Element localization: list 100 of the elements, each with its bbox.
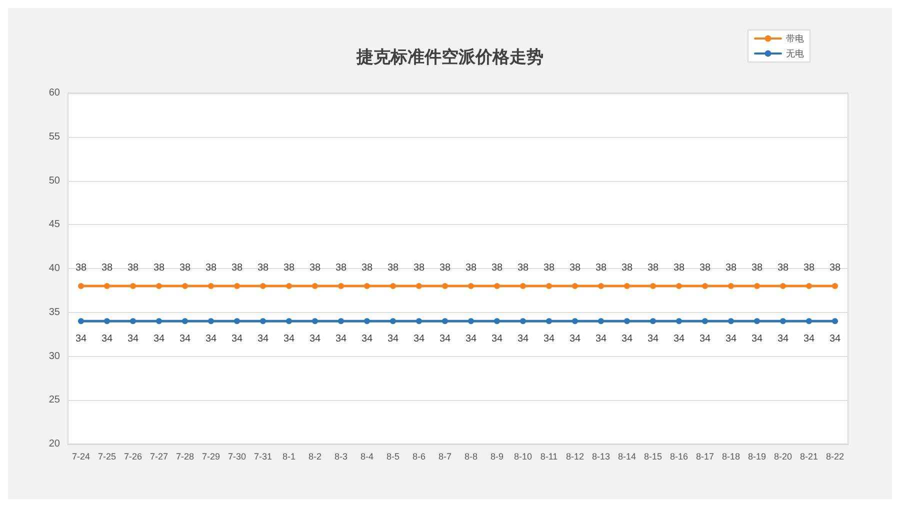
data-label: 34 <box>465 334 477 345</box>
x-tick-label: 7-31 <box>254 452 272 462</box>
x-tick-label: 8-12 <box>566 452 584 462</box>
data-label: 38 <box>257 262 269 274</box>
data-label: 34 <box>829 334 841 345</box>
x-tick-label: 8-21 <box>800 452 818 462</box>
chart-title: 捷克标准件空派价格走势 <box>356 48 544 68</box>
x-tick-label: 8-3 <box>334 452 348 462</box>
data-label: 38 <box>179 262 191 274</box>
x-tick-label: 8-15 <box>644 452 662 462</box>
x-tick-label: 7-29 <box>202 452 220 462</box>
data-label: 34 <box>517 334 529 345</box>
x-tick-label: 7-30 <box>228 452 246 462</box>
x-tick-label: 8-2 <box>308 452 322 462</box>
data-label: 38 <box>387 262 399 274</box>
data-label: 38 <box>543 262 555 274</box>
x-tick-label: 7-27 <box>150 452 168 462</box>
data-label: 34 <box>569 334 581 345</box>
data-label: 38 <box>699 262 711 274</box>
data-label: 38 <box>465 262 477 274</box>
x-tick-label: 7-24 <box>72 452 90 462</box>
data-label: 38 <box>725 262 737 274</box>
data-label: 38 <box>777 262 789 274</box>
data-label: 34 <box>803 334 815 345</box>
y-tick-label: 25 <box>48 394 60 406</box>
x-tick-label: 8-22 <box>826 452 844 462</box>
data-label: 34 <box>439 334 451 345</box>
data-label: 38 <box>205 262 217 274</box>
legend-label: 无电 <box>786 48 804 58</box>
data-label: 38 <box>673 262 685 274</box>
x-tick-label: 7-25 <box>98 452 116 462</box>
y-tick-label: 20 <box>48 438 60 450</box>
data-label: 38 <box>647 262 659 274</box>
data-label: 34 <box>205 334 217 345</box>
data-label: 38 <box>335 262 347 274</box>
y-tick-label: 50 <box>48 175 60 186</box>
x-tick-label: 8-7 <box>438 452 452 462</box>
data-label: 38 <box>361 262 373 274</box>
x-tick-label: 8-18 <box>722 452 740 462</box>
data-label: 34 <box>127 334 139 345</box>
data-label: 34 <box>491 334 503 345</box>
data-label: 38 <box>231 262 243 274</box>
data-label: 38 <box>283 262 295 274</box>
data-label: 34 <box>777 334 789 345</box>
data-label: 38 <box>413 262 425 274</box>
data-label: 34 <box>153 334 165 345</box>
data-label: 38 <box>829 262 841 274</box>
data-label: 34 <box>751 334 763 345</box>
x-tick-label: 8-14 <box>618 452 636 462</box>
data-label: 34 <box>309 334 321 345</box>
data-label: 38 <box>75 262 87 274</box>
data-label: 38 <box>127 262 139 274</box>
data-label: 34 <box>413 334 425 345</box>
y-tick-label: 30 <box>48 350 60 362</box>
data-label: 34 <box>543 334 555 345</box>
data-label: 34 <box>387 334 399 345</box>
legend-label: 带电 <box>786 34 804 44</box>
data-label: 34 <box>725 334 737 345</box>
data-label: 38 <box>517 262 529 274</box>
data-label: 38 <box>101 262 113 274</box>
x-tick-label: 8-17 <box>696 452 714 462</box>
data-label: 38 <box>309 262 321 274</box>
x-tick-label: 8-6 <box>412 452 426 462</box>
y-tick-label: 55 <box>48 131 60 142</box>
y-tick-label: 35 <box>48 306 60 318</box>
data-label: 34 <box>621 334 633 345</box>
data-label: 34 <box>335 334 347 345</box>
x-tick-label: 7-28 <box>176 452 194 462</box>
data-label: 38 <box>569 262 581 274</box>
x-tick-label: 7-26 <box>124 452 142 462</box>
y-tick-label: 40 <box>48 263 60 274</box>
data-label: 38 <box>595 262 607 274</box>
x-tick-label: 8-20 <box>774 452 792 462</box>
data-label: 34 <box>699 334 711 345</box>
x-tick-label: 8-13 <box>592 452 610 462</box>
x-tick-label: 8-8 <box>464 452 478 462</box>
data-label: 38 <box>751 262 763 274</box>
data-label: 34 <box>101 334 113 345</box>
data-label: 38 <box>153 262 165 274</box>
data-label: 38 <box>491 262 503 274</box>
data-label: 34 <box>673 334 685 345</box>
data-label: 34 <box>75 334 87 345</box>
data-label: 34 <box>179 334 191 345</box>
y-tick-label: 60 <box>48 88 60 98</box>
x-tick-label: 8-19 <box>748 452 766 462</box>
x-tick-label: 8-9 <box>490 452 504 462</box>
x-tick-label: 8-16 <box>670 452 688 462</box>
data-label: 38 <box>803 262 815 274</box>
y-tick-label: 45 <box>48 219 60 230</box>
data-label: 34 <box>231 334 243 345</box>
data-label: 34 <box>257 334 269 345</box>
data-label: 34 <box>283 334 295 345</box>
x-tick-label: 8-4 <box>360 452 374 462</box>
data-label: 34 <box>647 334 659 345</box>
data-label: 38 <box>439 262 451 274</box>
x-tick-label: 8-1 <box>282 452 296 462</box>
data-label: 38 <box>621 262 633 274</box>
data-label: 34 <box>361 334 373 345</box>
x-tick-label: 8-5 <box>386 452 400 462</box>
x-tick-label: 8-10 <box>514 452 532 462</box>
